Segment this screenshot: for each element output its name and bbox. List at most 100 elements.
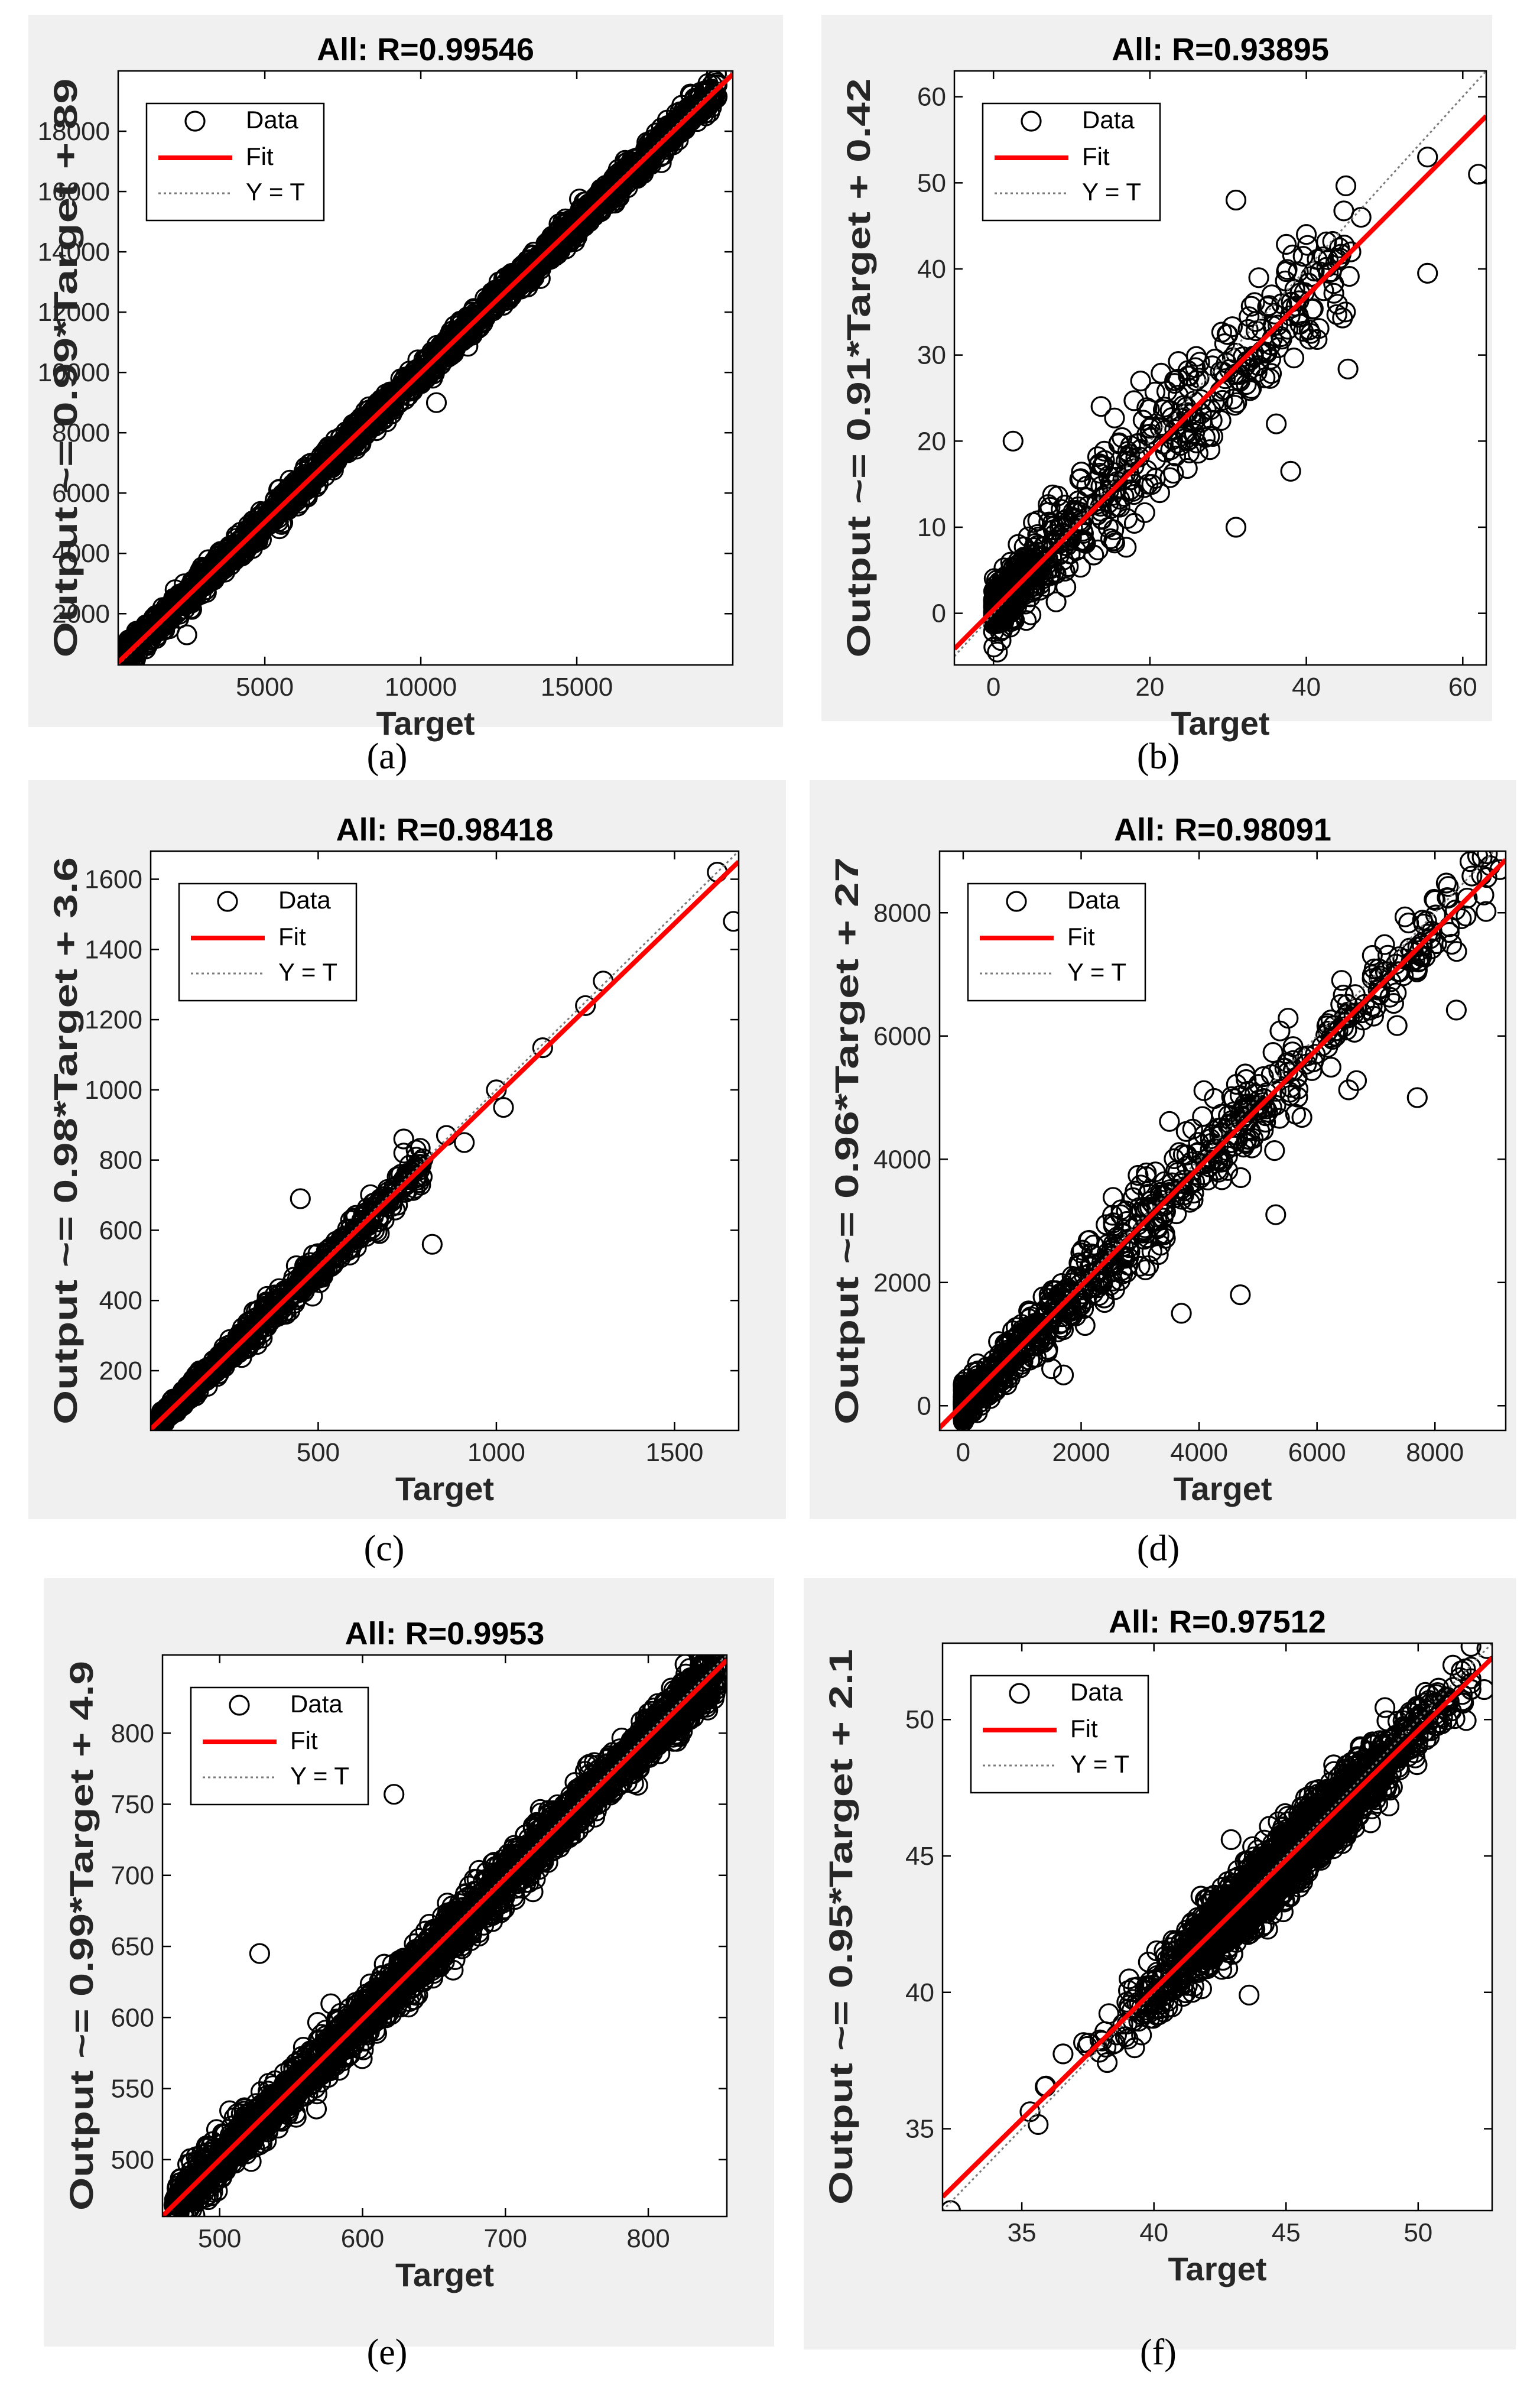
panel-caption: (b) — [1137, 736, 1180, 777]
data-point — [977, 1375, 999, 1396]
x-tick-label: 4000 — [1170, 1438, 1228, 1467]
data-point — [579, 198, 600, 219]
legend-entry: Fit — [278, 923, 306, 950]
data-point — [372, 1195, 394, 1216]
axes-box — [938, 850, 1507, 1432]
y-tick-label: 16000 — [38, 177, 110, 206]
data-point — [1116, 1262, 1138, 1283]
data-point — [1138, 1255, 1159, 1276]
data-point — [1090, 396, 1112, 417]
identity-line — [954, 71, 1486, 657]
data-point — [1225, 517, 1247, 538]
y-axis-label: Output ~= 0.99*Target + 89 — [47, 79, 84, 658]
data-point — [1038, 511, 1060, 533]
y-tick-label: 10 — [917, 513, 946, 542]
legend-entry: Fit — [246, 142, 274, 170]
data-point — [155, 601, 177, 622]
data-point — [1076, 487, 1097, 508]
data-point — [1489, 859, 1506, 880]
x-axis-label: Target — [395, 1470, 494, 1507]
data-point — [1092, 1270, 1113, 1292]
data-point — [573, 192, 594, 213]
y-tick-label: 1400 — [85, 935, 142, 964]
data-point — [1185, 357, 1206, 378]
data-point — [1438, 921, 1460, 943]
data-point — [563, 212, 584, 233]
data-point — [1308, 318, 1330, 339]
data-point — [1018, 559, 1039, 581]
data-point — [217, 541, 238, 563]
data-point — [675, 104, 696, 125]
data-point — [1214, 368, 1236, 390]
plot-marks — [118, 71, 733, 665]
chart-panel-a: 5000 10000 1500020004000600080001000012000… — [28, 15, 783, 777]
x-tick-label: 6000 — [1288, 1438, 1346, 1467]
legend-entry: Fit — [1082, 142, 1110, 170]
data-point — [1165, 445, 1187, 467]
data-point — [1002, 430, 1024, 452]
data-point — [625, 155, 646, 177]
chart-title: All: R=0.98091 — [1114, 812, 1331, 848]
axes-box — [117, 70, 734, 666]
data-point — [410, 1174, 431, 1196]
data-point — [723, 911, 739, 932]
data-point — [1350, 207, 1372, 228]
data-point — [986, 570, 1008, 591]
y-tick-label: 6000 — [52, 479, 110, 508]
data-point — [1461, 865, 1483, 887]
data-point — [494, 279, 515, 300]
x-tick-label: 1500 — [646, 1438, 704, 1467]
data-point — [1240, 1120, 1261, 1142]
data-point — [1212, 390, 1233, 411]
data-point — [196, 1370, 217, 1391]
x-tick-label: 15000 — [541, 673, 613, 702]
data-point — [1054, 494, 1076, 516]
data-point — [1127, 433, 1148, 455]
data-point — [405, 1147, 427, 1168]
data-point — [1094, 450, 1115, 471]
data-point — [1023, 580, 1044, 601]
data-point — [379, 389, 401, 411]
data-point — [1078, 1229, 1100, 1251]
data-point — [1240, 296, 1262, 317]
legend-data-marker — [1006, 891, 1027, 912]
data-point — [1041, 1358, 1063, 1380]
x-tick-label: 0 — [986, 673, 1000, 702]
data-point — [1140, 427, 1162, 449]
y-axis-label: Output ~= 0.96*Target + 27 — [828, 857, 865, 1424]
data-point — [267, 495, 288, 516]
y-tick-label: 30 — [917, 341, 946, 370]
data-point — [1417, 147, 1438, 168]
data-point — [983, 595, 1004, 616]
data-point — [1177, 430, 1198, 452]
data-point — [1037, 1339, 1058, 1360]
data-point — [190, 1367, 212, 1388]
legend-entry: Data — [278, 886, 331, 914]
data-point — [481, 290, 503, 311]
data-point — [1218, 1105, 1239, 1127]
data-point — [1386, 982, 1407, 1004]
data-point — [1292, 246, 1314, 267]
y-tick-label: 8000 — [52, 418, 110, 447]
data-point — [292, 1267, 314, 1288]
data-point — [1338, 266, 1360, 287]
data-point — [1151, 362, 1172, 384]
data-point — [1257, 296, 1278, 317]
data-point — [1035, 576, 1057, 597]
data-point — [333, 437, 355, 458]
data-point — [631, 155, 652, 177]
legend-box — [982, 102, 1161, 222]
data-point — [1337, 358, 1359, 379]
data-point — [1125, 1180, 1146, 1202]
data-point — [1110, 1199, 1132, 1221]
data-point — [1425, 904, 1447, 926]
legend-entry: Data — [1082, 106, 1135, 134]
data-point — [1471, 851, 1493, 868]
data-point — [1446, 941, 1467, 962]
data-point — [1211, 322, 1232, 343]
data-point — [1323, 283, 1344, 304]
data-point — [254, 510, 275, 531]
x-tick-label: 2000 — [1052, 1438, 1110, 1467]
y-tick-label: 10000 — [38, 358, 110, 387]
